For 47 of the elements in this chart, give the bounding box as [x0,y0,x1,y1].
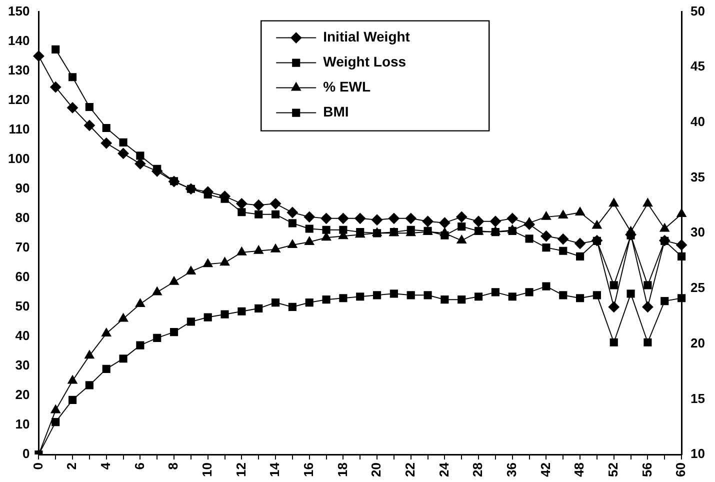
y-tick-label: 70 [15,240,30,255]
y2-tick-label: 25 [690,280,706,296]
x-tick-label: 28 [470,462,486,478]
y2-tick-label: 20 [690,335,706,350]
y-tick-label: 10 [15,416,30,432]
legend-label: % EWL [323,78,372,95]
x-tick-label: 60 [673,462,688,478]
y-tick-label: 60 [15,269,30,284]
x-tick-label: 20 [368,462,384,478]
y-tick-label: 120 [8,92,30,107]
x-tick-label: 18 [334,462,350,478]
y2-tick-label: 30 [690,224,706,240]
y-tick-label: 100 [8,150,30,166]
y-tick-label: 50 [15,298,30,314]
x-tick-label: 22 [402,462,418,478]
y-tick-label: 130 [8,62,30,78]
y2-tick-label: 50 [690,3,706,18]
y-tick-label: 140 [8,32,30,48]
x-tick-label: 14 [267,462,282,478]
x-tick-label: 4 [98,462,113,470]
x-tick-label: 2 [64,462,80,470]
legend-label: Initial Weight [323,28,410,45]
x-tick-label: 24 [436,462,452,478]
x-tick-label: 52 [605,462,620,478]
x-tick-label: 42 [538,462,553,478]
legend-label: BMI [323,104,349,120]
y2-tick-label: 45 [690,58,706,74]
x-tick-label: 36 [504,462,519,478]
y2-tick-label: 40 [690,114,706,130]
y-tick-label: 40 [15,328,30,344]
y-tick-label: 90 [15,180,30,196]
x-tick-label: 8 [166,462,181,470]
x-tick-label: 6 [132,462,147,470]
y-tick-label: 20 [15,387,30,402]
y2-tick-label: 15 [690,390,706,406]
x-tick-label: 0 [30,462,46,470]
y-tick-label: 110 [8,121,30,136]
legend-label: Weight Loss [323,54,406,70]
x-tick-label: 56 [639,462,654,478]
x-tick-label: 48 [572,462,587,478]
x-tick-label: 16 [300,462,316,478]
x-tick-label: 10 [199,462,214,478]
y-tick-label: 30 [15,358,30,373]
y2-tick-label: 35 [690,169,706,184]
x-tick-label: 12 [233,462,248,478]
y-tick-label: 80 [15,210,30,225]
y-tick-label: 150 [8,3,30,18]
